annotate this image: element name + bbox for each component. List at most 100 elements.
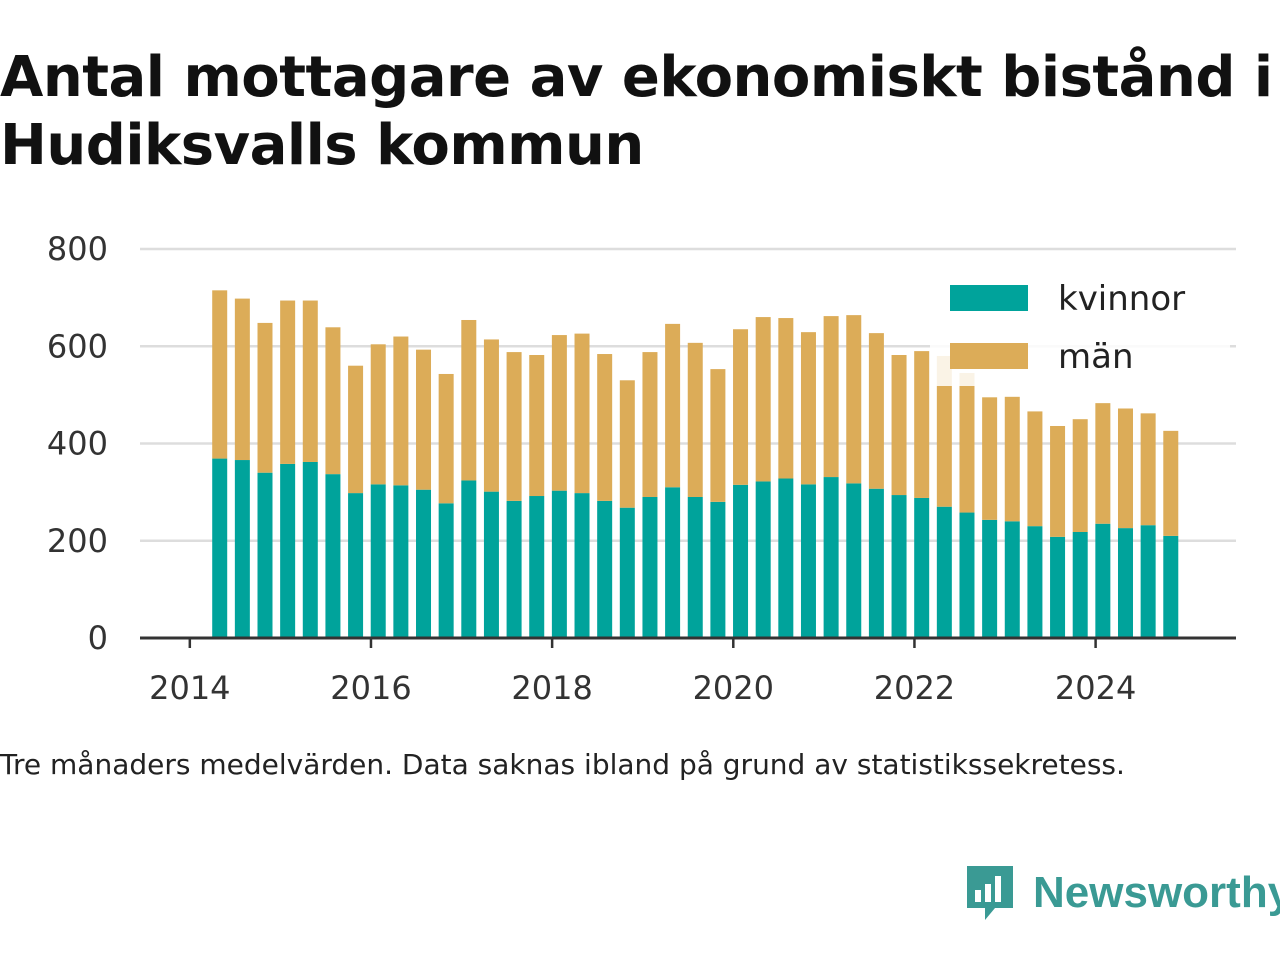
bar-man <box>1050 425 1066 537</box>
legend-swatch-kvinnor <box>950 285 1028 311</box>
bar-man <box>393 336 409 486</box>
bar-man <box>687 342 703 497</box>
bar-kvinnor <box>710 501 726 638</box>
bar-man <box>574 333 590 494</box>
bar-kvinnor <box>393 485 409 638</box>
bar-kvinnor <box>302 461 318 638</box>
bar-man <box>755 317 771 482</box>
bar-man <box>1027 411 1043 527</box>
legend-label-kvinnor: kvinnor <box>1058 279 1185 319</box>
bar-kvinnor <box>1095 523 1111 638</box>
bar-man <box>891 355 907 496</box>
brand-logo: Newsworthy <box>965 864 1280 922</box>
bar-man <box>619 380 635 508</box>
x-tick-label: 2022 <box>874 669 955 707</box>
bar-man <box>212 290 228 459</box>
bar-man <box>1117 408 1133 529</box>
bar-kvinnor <box>959 512 975 638</box>
newsworthy-icon <box>967 866 1013 920</box>
bar-man <box>914 351 930 498</box>
bar-kvinnor <box>1117 528 1133 638</box>
bar-man <box>1004 396 1020 522</box>
bar-man <box>1072 419 1088 532</box>
legend-swatch-man <box>950 343 1028 369</box>
y-axis-ticks: 0 200 400 600 800 <box>47 230 108 657</box>
bar-kvinnor <box>506 500 522 638</box>
x-tick-label: 2016 <box>330 669 411 707</box>
bar-man <box>257 322 273 473</box>
bar-kvinnor <box>348 493 364 638</box>
bar-kvinnor <box>483 491 499 638</box>
brand-name: Newsworthy <box>1033 868 1280 917</box>
bar-man <box>1163 430 1179 536</box>
bar-kvinnor <box>687 496 703 638</box>
x-tick-label: 2024 <box>1055 669 1136 707</box>
bar-man <box>416 349 432 490</box>
bar-kvinnor <box>619 507 635 638</box>
x-tick-label: 2018 <box>511 669 592 707</box>
bar-kvinnor <box>1050 536 1066 638</box>
bar-kvinnor <box>461 480 477 638</box>
bar-man <box>823 316 839 478</box>
bar-chart: 0 200 400 600 800 2014 2016 2018 2020 2022 2024 k… <box>47 230 1236 707</box>
y-tick-label: 400 <box>47 425 108 463</box>
y-tick-label: 800 <box>47 230 108 268</box>
bar-kvinnor <box>325 474 341 638</box>
bar-kvinnor <box>234 460 250 638</box>
bar-man <box>733 329 749 485</box>
bar-kvinnor <box>370 484 386 638</box>
bar-man <box>234 298 250 461</box>
bar-kvinnor <box>936 506 952 638</box>
bar-kvinnor <box>257 472 273 638</box>
bar-kvinnor <box>438 503 454 638</box>
y-tick-label: 200 <box>47 522 108 560</box>
bar-kvinnor <box>733 484 749 638</box>
bar-kvinnor <box>1163 535 1179 638</box>
bar-kvinnor <box>665 487 681 638</box>
bar-man <box>370 344 386 485</box>
bar-man <box>936 355 952 507</box>
bar-man <box>982 397 998 520</box>
bar-kvinnor <box>212 458 228 638</box>
bar-man <box>483 339 499 492</box>
bar-man <box>506 352 522 501</box>
bar-kvinnor <box>551 490 567 638</box>
bar-kvinnor <box>642 496 658 638</box>
bar-kvinnor <box>823 477 839 638</box>
legend-label-man: män <box>1058 337 1134 377</box>
legend: kvinnor män <box>930 268 1230 386</box>
footnote: Tre månaders medelvärden. Data saknas ib… <box>0 748 1125 781</box>
x-tick-label: 2014 <box>149 669 230 707</box>
bar-kvinnor <box>800 484 816 638</box>
bar-man <box>529 355 545 497</box>
bar-kvinnor <box>868 488 884 638</box>
bar-man <box>800 332 816 485</box>
bar-man <box>280 300 296 464</box>
bar-man <box>710 369 726 502</box>
bar-kvinnor <box>416 489 432 638</box>
bar-kvinnor <box>755 481 771 638</box>
bar-kvinnor <box>574 493 590 638</box>
bar-kvinnor <box>891 495 907 638</box>
bar-man <box>461 319 477 481</box>
bar-kvinnor <box>1140 525 1156 638</box>
bar-kvinnor <box>982 519 998 638</box>
bar-kvinnor <box>280 463 296 638</box>
bar-man <box>868 333 884 489</box>
bar-man <box>778 318 794 479</box>
chart-title: Antal mottagare av ekonomiskt bistånd i … <box>0 45 1273 178</box>
bar-man <box>959 372 975 513</box>
y-tick-label: 0 <box>88 619 108 657</box>
bars <box>212 290 1179 638</box>
x-axis-ticks: 2014 2016 2018 2020 2022 2024 <box>140 636 1236 707</box>
bar-kvinnor <box>914 497 930 638</box>
bar-kvinnor <box>778 478 794 638</box>
bar-man <box>846 315 862 484</box>
bar-man <box>1140 413 1156 526</box>
bar-kvinnor <box>1072 531 1088 638</box>
bar-man <box>325 327 341 475</box>
bar-kvinnor <box>1004 521 1020 638</box>
bar-man <box>348 365 364 494</box>
y-tick-label: 600 <box>47 327 108 365</box>
bar-man <box>642 352 658 497</box>
